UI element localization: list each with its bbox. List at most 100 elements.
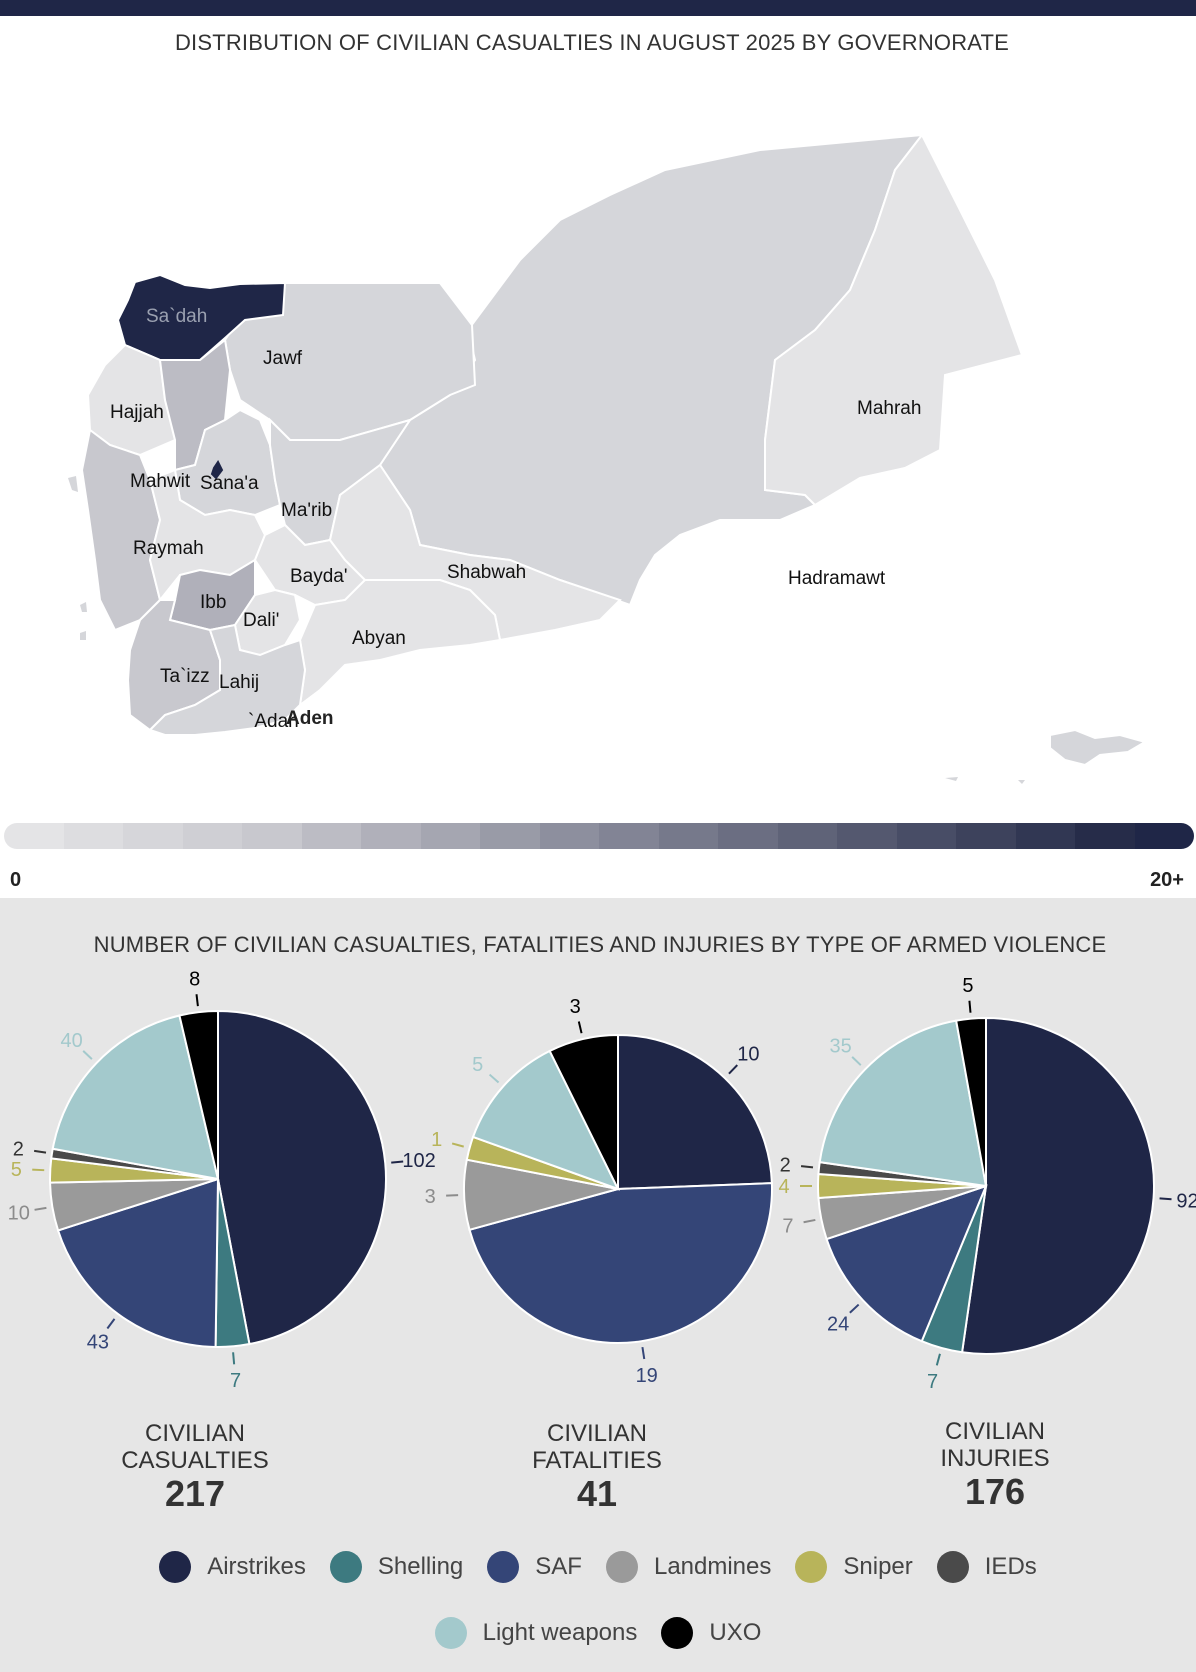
casualties-total-value: 217: [164, 1473, 226, 1514]
pie-data-label: 5: [11, 1159, 22, 1181]
scale-step: [896, 823, 956, 849]
fatalities-total-label: CIVILIAN FATALITIES: [532, 1420, 662, 1474]
pie-label-leader: [82, 1050, 93, 1060]
casualties-total-block: CIVILIAN CASUALTIES 217: [65, 1420, 325, 1514]
label-hadramawt: Hadramawt: [788, 568, 886, 589]
pie-data-label: 8: [189, 968, 200, 990]
pie-label-leader: [935, 1353, 941, 1366]
islet: [80, 602, 87, 612]
pie-data-label: 7: [782, 1215, 793, 1237]
label-abyan: Abyan: [352, 628, 406, 649]
label-taizz: Ta`izz: [160, 666, 210, 687]
legend-swatch: [795, 1551, 828, 1583]
pie-slice-saf[interactable]: [825, 1184, 988, 1343]
pie-label-leader: [106, 1318, 116, 1330]
pie-label-leader: [849, 1303, 860, 1314]
legend-label: Light weapons: [482, 1619, 638, 1646]
scale-step: [420, 823, 480, 849]
label-jawf: Jawf: [263, 348, 303, 369]
legend-item-saf[interactable]: SAF: [487, 1551, 582, 1583]
pie-data-label: 7: [230, 1370, 241, 1392]
pie-data-label: 40: [60, 1030, 82, 1052]
legend-label: Airstrikes: [207, 1553, 306, 1580]
scale-step: [1015, 823, 1075, 849]
pie-label-leader: [391, 1160, 404, 1164]
scale-max-label: 20+: [1150, 869, 1184, 891]
region-socotra[interactable]: [1049, 728, 1148, 767]
label-marib: Ma'rib: [281, 500, 332, 521]
pie-slice-airstrikes[interactable]: [960, 1016, 1155, 1355]
pie-label-leader: [728, 1064, 738, 1075]
legend-item-sniper[interactable]: Sniper: [795, 1551, 913, 1583]
pie-data-label: 19: [636, 1365, 658, 1387]
scale-step: [777, 823, 837, 849]
injuries-total-value: 176: [964, 1471, 1026, 1512]
region-amanat-al-asimah[interactable]: [210, 460, 224, 480]
top-banner: [0, 0, 1196, 16]
legend-label: SAF: [535, 1553, 582, 1580]
scale-step: [1134, 823, 1194, 849]
scale-step: [599, 823, 659, 849]
pie-data-label: 4: [778, 1176, 789, 1198]
pie-slice-light-weapons[interactable]: [471, 1049, 620, 1191]
label-hajjah: Hajjah: [110, 402, 164, 423]
pie-data-label: 92: [1176, 1190, 1196, 1212]
legend-label: Sniper: [843, 1553, 913, 1580]
region-lahij[interactable]: [148, 623, 307, 736]
pie-data-label: 24: [827, 1314, 849, 1336]
scale-step: [301, 823, 361, 849]
pie-slice-light-weapons[interactable]: [51, 1014, 220, 1181]
legend-row-2: Light weapons UXO: [0, 1617, 1196, 1649]
map-title: DISTRIBUTION OF CIVILIAN CASUALTIES IN A…: [174, 30, 1010, 55]
legend-item-shelling[interactable]: Shelling: [329, 1551, 463, 1583]
fatalities-total-value: 41: [576, 1473, 618, 1514]
label-ibb: Ibb: [200, 592, 226, 613]
legend-row-1: Airstrikes Shelling SAF Landmines Sniper IEDs: [0, 1551, 1196, 1583]
legend-item-landmines[interactable]: Landmines: [605, 1551, 771, 1583]
region-sadah[interactable]: [116, 273, 287, 361]
injuries-total-block: CIVILIAN INJURIES 176: [865, 1418, 1125, 1512]
region-mahrah[interactable]: [764, 133, 1024, 507]
pie-label-leader: [803, 1218, 816, 1224]
scale-step: [182, 823, 242, 849]
pie-slice-saf[interactable]: [468, 1182, 773, 1344]
fatalities-total-block: CIVILIAN FATALITIES 41: [467, 1420, 727, 1514]
pie-data-label: 35: [830, 1036, 852, 1058]
region-hudaydah[interactable]: [80, 428, 162, 632]
pie-data-label: 2: [13, 1138, 24, 1160]
legend-item-airstrikes[interactable]: Airstrikes: [159, 1551, 306, 1583]
pie-slice-uxo[interactable]: [955, 1016, 987, 1187]
islet: [68, 476, 78, 492]
legend-item-ieds[interactable]: IEDs: [936, 1551, 1037, 1583]
label-sanaa: Sana'a: [200, 473, 259, 494]
pie-slice-uxo[interactable]: [178, 1009, 219, 1180]
pie-slice-airstrikes[interactable]: [217, 1009, 387, 1346]
pie-slice-uxo[interactable]: [548, 1033, 619, 1190]
pie-label-leader: [32, 1168, 45, 1172]
pie-data-label: 7: [927, 1371, 938, 1393]
pie-slice-airstrikes[interactable]: [617, 1033, 773, 1191]
region-hajjah[interactable]: [86, 343, 177, 457]
pie-slice-saf[interactable]: [56, 1177, 220, 1348]
pie-data-label: 102: [402, 1150, 435, 1172]
label-raymah: Raymah: [133, 538, 204, 559]
legend-swatch: [159, 1551, 192, 1583]
scale-step: [1075, 823, 1135, 849]
islet: [1018, 780, 1025, 784]
legend-swatch: [661, 1617, 694, 1649]
legend-item-light-weapons[interactable]: Light weapons: [434, 1617, 638, 1649]
yemen-map: Sa`dah Jawf Hajjah Mahwit Sana'a Ma'rib …: [68, 133, 1148, 784]
pie-data-label: 1: [431, 1129, 442, 1151]
scale-step: [658, 823, 718, 849]
scale-step: [480, 823, 540, 849]
legend-item-uxo[interactable]: UXO: [661, 1617, 761, 1649]
pie-slice-light-weapons[interactable]: [818, 1019, 988, 1188]
legend-swatch: [434, 1617, 467, 1649]
pie-data-label: 43: [87, 1331, 109, 1353]
pie-data-label: 5: [962, 975, 973, 997]
pie-data-label: 2: [780, 1154, 791, 1176]
islet: [80, 631, 86, 640]
label-sadah: Sa`dah: [146, 306, 207, 327]
label-lahij: Lahij: [219, 672, 259, 693]
label-dali: Dali': [243, 610, 279, 631]
